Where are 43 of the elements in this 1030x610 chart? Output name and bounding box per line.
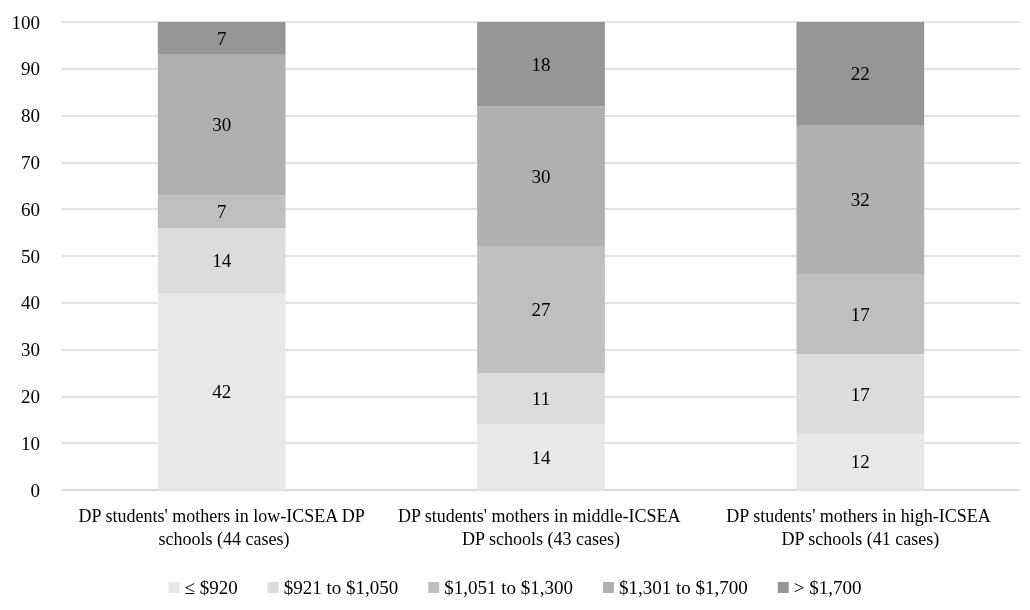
data-label: 18: [531, 53, 551, 75]
y-tick-label: 90: [21, 58, 40, 80]
bar: [157, 195, 286, 228]
y-tick-label: 50: [21, 245, 40, 267]
data-label: 27: [531, 299, 551, 321]
data-label: 22: [850, 62, 870, 84]
data-label: 14: [531, 446, 551, 468]
data-label: 14: [212, 250, 232, 272]
data-label: 7: [216, 27, 227, 49]
data-label: 11: [531, 388, 551, 410]
y-tick-label: 30: [21, 339, 40, 361]
bar: [477, 106, 605, 247]
legend-label: > $1,700: [793, 577, 862, 598]
data-label: 17: [850, 304, 870, 325]
data-label: 30: [531, 165, 551, 187]
data-label: 17: [850, 383, 870, 405]
data-label: 7: [216, 201, 227, 223]
bar: [796, 124, 925, 275]
bar: [796, 274, 925, 355]
x-tick-label: DP students' mothers in middle-ICSEA DP schools (43 cases): [397, 505, 685, 550]
legend-label: ≤ $920: [184, 577, 238, 598]
bar: [796, 22, 925, 125]
x-tick-label: DP students' mothers in high-ICSEA DP schools (41 cases): [726, 505, 995, 550]
bar: [477, 246, 605, 373]
data-label: 12: [850, 451, 870, 473]
y-tick-label: 40: [21, 292, 40, 314]
data-label: 32: [850, 189, 870, 211]
legend-label: $1,051 to $1,300: [444, 577, 573, 598]
y-tick-label: 100: [11, 11, 40, 33]
data-label: 42: [212, 381, 232, 403]
y-tick-label: 70: [21, 151, 40, 173]
y-tick-label: 0: [30, 479, 40, 501]
bar: [477, 22, 605, 107]
bar: [157, 22, 286, 55]
bar: [157, 54, 286, 196]
y-tick-label: 60: [21, 198, 40, 220]
legend-label: $921 to $1,050: [283, 577, 399, 598]
y-tick-label: 10: [21, 432, 40, 454]
data-label: 30: [212, 114, 232, 136]
y-tick-label: 80: [21, 105, 40, 127]
legend-label: $1,301 to $1,700: [619, 577, 748, 598]
y-tick-label: 20: [21, 385, 40, 407]
x-tick-label: DP students' mothers in low-ICSEA DP schools (44 cases): [78, 505, 365, 550]
